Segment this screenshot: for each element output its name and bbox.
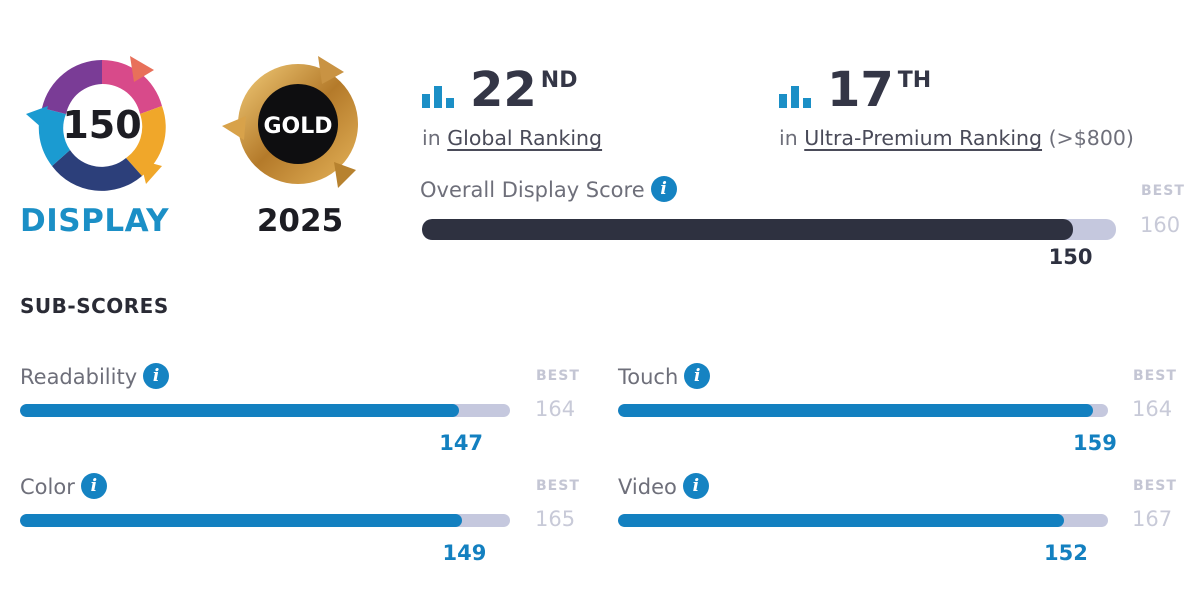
ultra-premium-ranking: 17 TH [779, 66, 931, 114]
sub-score-label-row: Color i [20, 473, 107, 501]
info-icon[interactable]: i [80, 473, 107, 499]
ultra-premium-ranking-line: in Ultra-Premium Ranking (>$800) [779, 126, 1134, 150]
sub-score-label: Readability [20, 365, 138, 389]
display-label: DISPLAY [20, 203, 170, 239]
overall-score-value: 150 [1048, 245, 1093, 269]
sub-score-label: Touch [618, 365, 679, 389]
gold-award-badge: GOLD [222, 56, 358, 188]
overall-best-label: BEST [1141, 183, 1185, 199]
sub-scores-title: SUB-SCORES [20, 294, 169, 318]
sub-score-bar [20, 404, 510, 417]
ultra-premium-rank-number: 17 [827, 62, 894, 118]
sub-score-best-label: BEST [1133, 368, 1177, 384]
sub-score-label-row: Touch i [618, 363, 711, 391]
overall-score-fill [422, 219, 1073, 240]
global-ranking-line: in Global Ranking [422, 126, 602, 150]
rank-bars-icon [422, 86, 454, 108]
sub-score-label: Video [618, 475, 677, 499]
sub-score-best-label: BEST [536, 368, 580, 384]
sub-score-label-row: Readability i [20, 363, 170, 391]
ultra-premium-ranking-prefix: in [779, 126, 798, 150]
global-ranking-prefix: in [422, 126, 441, 150]
sub-score-bar [618, 514, 1108, 527]
sub-score-value: 152 [1043, 541, 1088, 565]
rank-bars-icon [779, 86, 811, 108]
global-rank-number: 22 [470, 62, 537, 118]
info-icon[interactable]: i [143, 363, 170, 389]
overall-best-value: 160 [1140, 213, 1181, 237]
sub-score-fill [20, 404, 460, 417]
sub-score-best-value: 164 [1132, 397, 1173, 421]
sub-score-label: Color [20, 475, 75, 499]
global-rank-suffix: ND [540, 68, 578, 93]
sub-score-fill [618, 404, 1094, 417]
sub-score-value: 159 [1073, 431, 1117, 455]
info-icon[interactable]: i [682, 473, 709, 499]
sub-score-best-label: BEST [536, 478, 580, 494]
info-icon[interactable]: i [650, 176, 677, 202]
sub-score-bar [20, 514, 510, 527]
info-icon[interactable]: i [684, 363, 711, 389]
global-ranking-link[interactable]: Global Ranking [447, 126, 603, 150]
global-ranking: 22 ND [422, 66, 577, 114]
ultra-premium-rank-suffix: TH [897, 68, 932, 93]
ultra-premium-price-note: (>$800) [1048, 126, 1134, 150]
sub-score-best-value: 167 [1132, 507, 1173, 531]
sub-score-best-label: BEST [1133, 478, 1177, 494]
sub-score-best-value: 165 [535, 507, 576, 531]
sub-score-label-row: Video i [618, 473, 709, 501]
sub-score-fill [618, 514, 1064, 527]
display-score-value: 150 [62, 103, 141, 147]
sub-score-value: 147 [439, 431, 484, 455]
sub-score-value: 149 [442, 541, 487, 565]
overall-score-bar [422, 219, 1116, 240]
ultra-premium-ranking-link[interactable]: Ultra-Premium Ranking [804, 126, 1043, 150]
overall-score-label: Overall Display Score [420, 178, 645, 202]
sub-score-fill [20, 514, 463, 527]
award-year: 2025 [256, 203, 344, 239]
sub-score-best-value: 164 [535, 397, 576, 421]
award-label: GOLD [263, 114, 332, 139]
overall-score-label-row: Overall Display Score i [420, 176, 677, 204]
sub-score-bar [618, 404, 1108, 417]
display-score-badge: 150 [26, 56, 166, 191]
